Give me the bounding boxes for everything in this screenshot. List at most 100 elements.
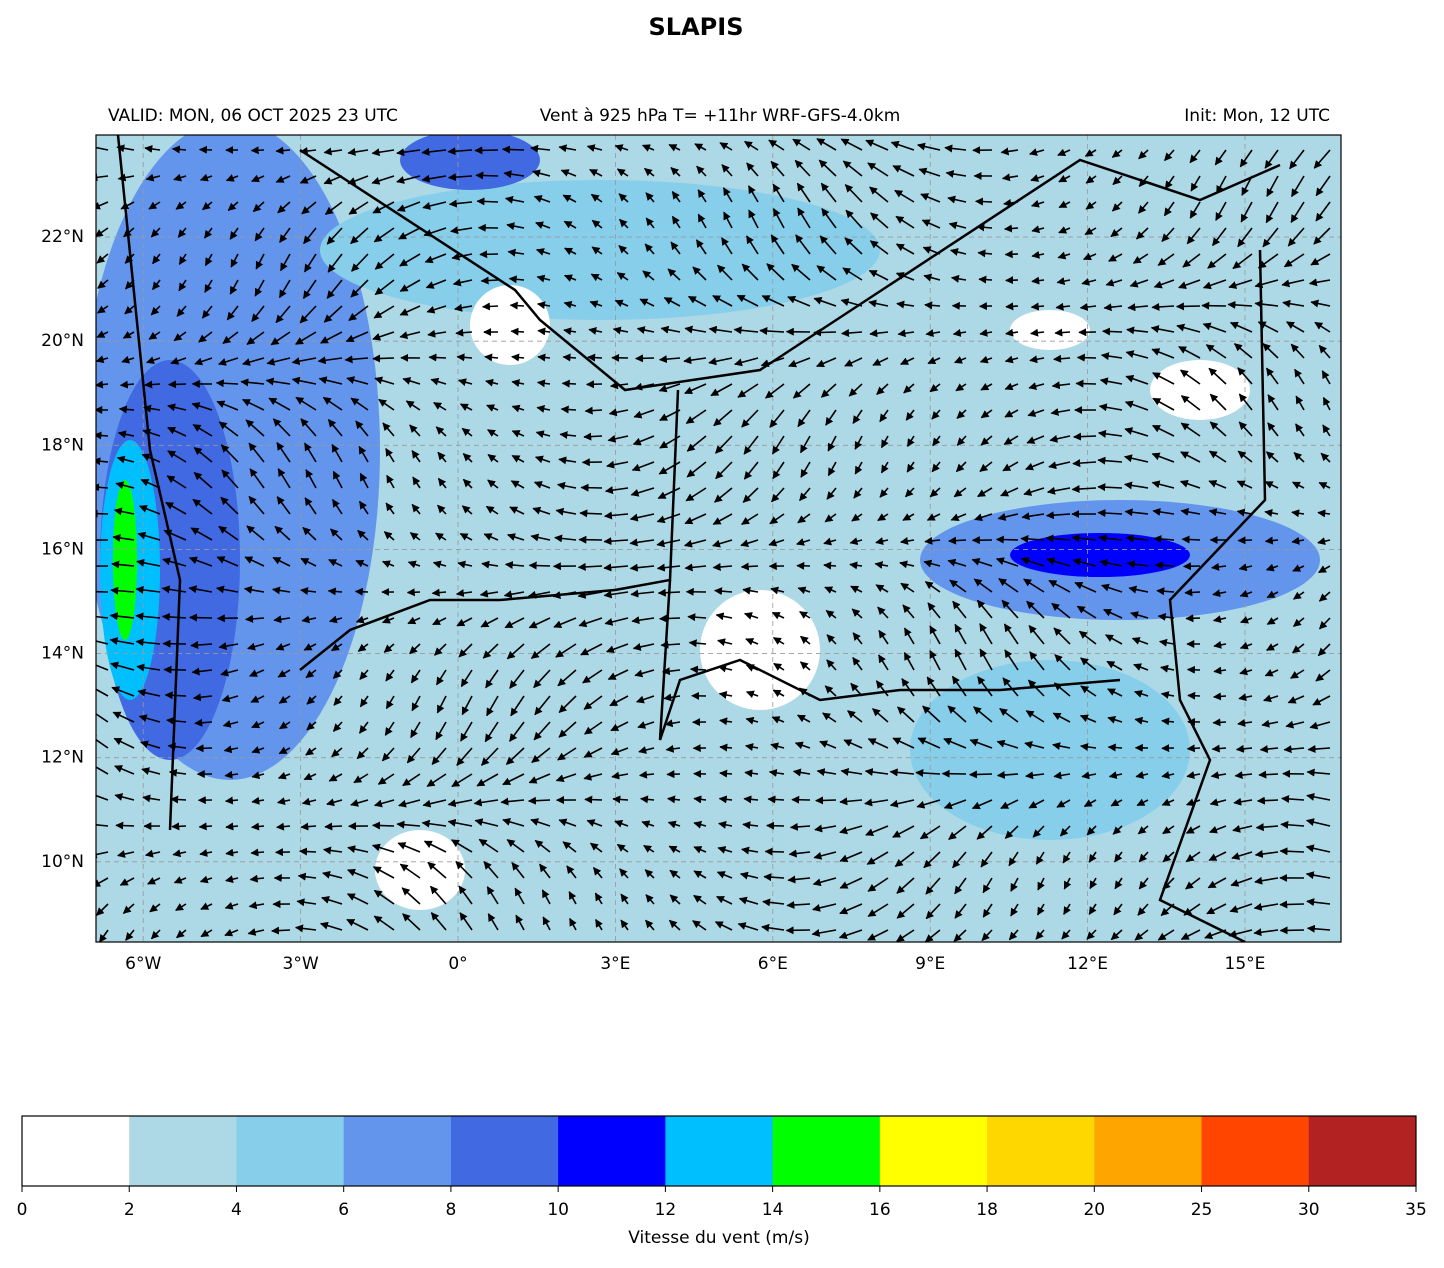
wind-arrow (86, 591, 108, 592)
colorbar-bin (451, 1116, 559, 1186)
wind-arrow (1076, 383, 1096, 384)
colorbar-bin (558, 1116, 666, 1186)
wind-arrow (1074, 436, 1096, 437)
wind-arrow (970, 774, 992, 775)
wind-arrow (251, 150, 264, 151)
wind-arrow (1108, 747, 1122, 748)
wind-arrow (116, 825, 134, 826)
wind-arrow (563, 383, 576, 384)
wind-arrow (1005, 228, 1018, 229)
wind-arrow (145, 384, 160, 385)
x-tick-label: 0° (448, 954, 467, 974)
wind-arrow (1213, 722, 1226, 723)
wind-arrow (373, 358, 394, 359)
colorbar-bin (773, 1116, 881, 1186)
colorbar-tick-label: 16 (869, 1200, 891, 1220)
wind-arrow (563, 357, 576, 358)
wind-arrow (190, 617, 212, 618)
wind-arrow (1185, 592, 1200, 593)
colorbar-tick-label: 25 (1191, 1200, 1213, 1220)
wind-arrow (585, 799, 602, 800)
x-tick-label: 6°E (758, 954, 788, 974)
subtitle-left: VALID: MON, 06 OCT 2025 23 UTC (108, 106, 398, 126)
colorbar-bin (1202, 1116, 1310, 1186)
colorbar-bin (22, 1116, 130, 1186)
wind-arrow (476, 175, 498, 176)
wind-arrow (481, 280, 498, 281)
wind-arrow (120, 409, 134, 410)
colorbar-bin (1309, 1116, 1417, 1186)
colorbar-tick-label: 35 (1405, 1200, 1427, 1220)
wind-arrow (816, 800, 836, 801)
y-tick-label: 18°N (41, 435, 84, 455)
wind-arrow (477, 201, 498, 202)
wind-arrow (199, 826, 212, 827)
wind-arrow (561, 409, 576, 410)
colorbar-tick-label: 20 (1083, 1200, 1105, 1220)
colorbar-tick-label: 6 (338, 1200, 349, 1220)
y-tick-label: 20°N (41, 331, 84, 351)
wind-arrow (636, 358, 654, 359)
wind-arrow (742, 566, 758, 567)
wind-arrow (200, 149, 212, 150)
wind-arrow (997, 539, 1018, 540)
y-tick-label: 10°N (41, 852, 84, 872)
wind-arrow (1156, 565, 1174, 566)
subtitle-center: Vent à 925 hPa T= +11hr WRF-GFS-4.0km (540, 106, 901, 126)
wind-arrow (976, 201, 992, 202)
wind-arrow (1005, 254, 1018, 255)
wind-arrow (356, 591, 368, 592)
colorbar-bin (665, 1116, 773, 1186)
wind-arrow (613, 799, 628, 800)
wind-arrow (1177, 306, 1200, 307)
colorbar-tick-label: 14 (762, 1200, 784, 1220)
wind-arrow (580, 513, 602, 514)
wind-arrow (1214, 696, 1226, 697)
wind-arrow (1280, 904, 1304, 905)
wind-arrow (720, 747, 732, 748)
wind-arrow (1188, 695, 1200, 696)
wind-arrow (1280, 930, 1304, 931)
wind-arrow (480, 254, 498, 255)
wind-arrow (765, 851, 784, 852)
colorbar-tick-label: 8 (446, 1200, 457, 1220)
y-tick-label: 12°N (41, 748, 84, 768)
x-tick-label: 3°W (283, 954, 319, 974)
wind-arrow (584, 436, 602, 437)
wind-arrow (503, 149, 524, 150)
wind-arrow (585, 410, 602, 411)
wind-arrow (588, 357, 602, 358)
wind-arrow (660, 618, 680, 619)
title: SLAPIS (649, 13, 744, 41)
wind-arrow (691, 669, 706, 670)
wind-arrow (325, 826, 342, 827)
colorbar-tick-label: 2 (124, 1200, 135, 1220)
colorbar-tick-label: 0 (17, 1200, 28, 1220)
wind-arrow (373, 825, 394, 826)
subtitle-right: Init: Mon, 12 UTC (1184, 106, 1330, 126)
y-tick-label: 22°N (41, 227, 84, 247)
wind-arrow (217, 383, 238, 384)
wind-arrow (511, 331, 524, 332)
wind-arrow (475, 150, 498, 151)
wind-arrow (169, 384, 186, 385)
colorbar-tick-label: 4 (231, 1200, 242, 1220)
wind-arrow (1186, 618, 1200, 619)
wind-arrow (1182, 539, 1200, 540)
colorbar-bin (880, 1116, 988, 1186)
y-tick-label: 16°N (41, 539, 84, 559)
wind-arrow (172, 826, 186, 827)
colorbar-tick-label: 30 (1298, 1200, 1320, 1220)
wind-arrow (659, 592, 680, 593)
wind-arrow (272, 930, 290, 931)
wind-arrow (1055, 332, 1070, 333)
wind-arrow (483, 306, 498, 307)
wind-arrow (1006, 306, 1018, 307)
colorbar-tick-label: 10 (547, 1200, 569, 1220)
wind-arrow (251, 852, 264, 853)
colorbar-tick-label: 12 (655, 1200, 677, 1220)
wind-arrow (300, 851, 316, 852)
y-tick-label: 14°N (41, 644, 84, 664)
wind-arrow (529, 800, 550, 801)
